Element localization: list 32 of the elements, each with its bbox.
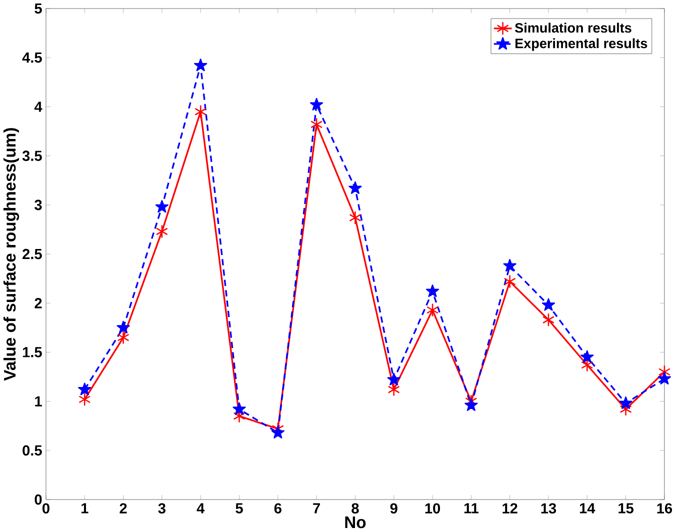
x-tick-label: 7 (313, 503, 320, 514)
x-tick-label: 13 (541, 503, 556, 514)
y-tick-label: 1 (35, 396, 42, 407)
x-tick-label: 3 (158, 503, 166, 514)
x-tick-label: 10 (425, 503, 440, 514)
legend-label: Simulation results (514, 22, 632, 33)
y-tick-label: 4.5 (22, 52, 42, 63)
x-tick-label: 4 (196, 503, 205, 514)
y-tick-label: 2 (34, 298, 42, 308)
y-tick-label: 1.5 (22, 347, 42, 358)
x-tick-label: 9 (390, 503, 398, 514)
x-tick-label: 5 (236, 503, 243, 514)
y-tick-label: 0.5 (22, 445, 42, 456)
x-axis-title: No (345, 516, 366, 528)
y-tick-label: 4 (34, 102, 42, 112)
x-tick-label: 15 (618, 503, 634, 514)
x-tick-label: 14 (580, 503, 596, 514)
y-tick-label: 0 (34, 494, 42, 505)
y-tick-label: 2.5 (22, 249, 42, 260)
y-tick-label: 5 (34, 4, 42, 14)
y-axis-title: Value of surface roughness(um) (3, 128, 20, 381)
legend-label: Experimental results (515, 38, 648, 52)
x-tick-label: 12 (502, 503, 518, 514)
x-tick-label: 0 (42, 503, 50, 514)
y-tick-label: 3 (34, 200, 42, 210)
x-tick-label: 2 (120, 503, 127, 514)
y-tick-label: 3.5 (22, 150, 42, 162)
x-tick-label: 6 (274, 503, 282, 514)
x-tick-label: 8 (352, 503, 359, 514)
x-tick-label: 1 (81, 503, 88, 514)
x-tick-label: 16 (657, 503, 672, 514)
x-tick-label: 11 (464, 503, 478, 514)
